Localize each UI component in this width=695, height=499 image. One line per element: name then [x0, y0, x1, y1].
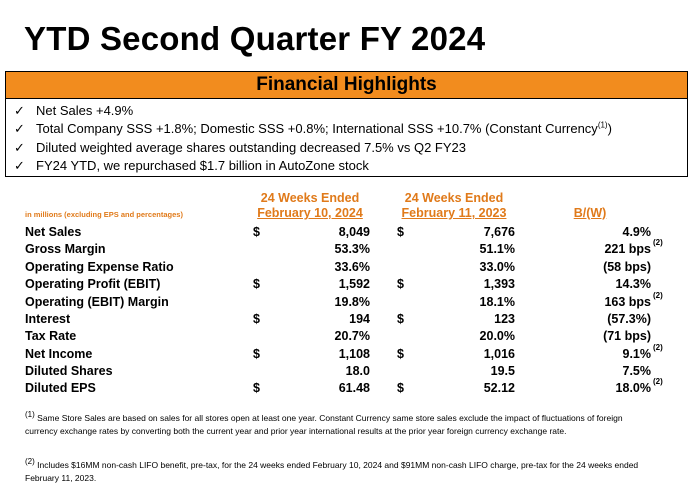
- footnote-ref-wrap: (2): [653, 376, 663, 392]
- footnote-ref: (2): [653, 237, 663, 247]
- value-2023: 19.5: [490, 364, 515, 378]
- row-label: Net Income: [25, 347, 93, 361]
- row-label: Tax Rate: [25, 329, 77, 343]
- row-label: Operating Profit (EBIT): [25, 277, 161, 291]
- footnote-ref: (1): [597, 120, 608, 130]
- column-header-bw: B/(W): [573, 206, 607, 220]
- table-row: Operating (EBIT) Margin 19.8% 18.1% 163 bps…: [25, 290, 665, 312]
- value-2024: 1,592: [338, 277, 370, 291]
- value-2023: 52.12: [483, 381, 515, 395]
- checkmark-icon: ✓: [14, 103, 25, 118]
- value-2024: 194: [349, 312, 370, 326]
- checkmark-icon: ✓: [14, 139, 25, 155]
- value-2023: 33.0%: [479, 260, 515, 274]
- currency-2023: $: [397, 347, 404, 361]
- currency-2023: $: [397, 277, 404, 291]
- footnote-ref: (2): [653, 290, 663, 300]
- value-better-worse: (57.3%): [607, 312, 651, 326]
- checkmark-icon: ✓: [14, 157, 25, 173]
- value-2024: 61.48: [338, 381, 370, 395]
- currency-2024: $: [253, 381, 260, 395]
- currency-2023: $: [397, 225, 404, 239]
- value-better-worse: 4.9%: [622, 225, 652, 239]
- value-2023: 123: [494, 312, 515, 326]
- highlights-list: ✓ Net Sales +4.9% ✓ Total Company SSS +1.8…: [5, 99, 688, 177]
- table-row: Net Income $1,108 $1,016 9.1% (2): [25, 342, 665, 364]
- value-2024: 33.6%: [334, 260, 370, 274]
- row-label: Operating Expense Ratio: [25, 260, 174, 274]
- value-better-worse: 9.1%: [622, 347, 652, 361]
- highlight-item: ✓ Total Company SSS +1.8%; Domestic SSS +…: [14, 120, 687, 138]
- row-label: Net Sales: [25, 225, 82, 239]
- footnote-1: (1) Same Store Sales are based on sales …: [25, 410, 623, 436]
- footnote-ref: (2): [653, 376, 663, 386]
- column-header-2024: 24 Weeks Ended February 10, 2024: [257, 191, 363, 220]
- value-2023: 18.1%: [479, 295, 515, 309]
- table-row: Tax Rate 20.7% 20.0% (71 bps): [25, 329, 665, 346]
- row-label: Interest: [25, 312, 71, 326]
- footnote-ref-wrap: (2): [653, 290, 663, 306]
- checkmark-icon: ✓: [14, 121, 25, 137]
- footnote-ref: (2): [653, 342, 663, 352]
- currency-2024: $: [253, 347, 260, 361]
- value-better-worse: 18.0%: [615, 381, 651, 395]
- page-title: YTD Second Quarter FY 2024: [24, 20, 486, 57]
- currency-2024: $: [253, 312, 260, 326]
- table-row: Operating Profit (EBIT) $1,592 $1,393 14.3%: [25, 277, 665, 294]
- table-row: Operating Expense Ratio 33.6% 33.0% (58 bps…: [25, 260, 665, 277]
- table-row: Net Sales $8,049 $7,676 4.9%: [25, 225, 665, 242]
- value-better-worse: (58 bps): [603, 260, 651, 274]
- currency-2023: $: [397, 312, 404, 326]
- value-2024: 1,108: [338, 347, 370, 361]
- value-better-worse: 14.3%: [615, 277, 651, 291]
- footnote-ref-wrap: (2): [653, 237, 663, 253]
- value-2024: 20.7%: [334, 329, 370, 343]
- value-2023: 51.1%: [479, 242, 515, 256]
- currency-2024: $: [253, 277, 260, 291]
- footnote-2: (2) Includes $16MM non-cash LIFO benefit…: [25, 457, 639, 483]
- highlight-item: ✓ Diluted weighted average shares outstan…: [14, 139, 687, 157]
- value-2023: 7,676: [483, 225, 515, 239]
- value-2024: 18.0: [345, 364, 370, 378]
- value-2024: 19.8%: [334, 295, 370, 309]
- table-row: Diluted Shares 18.0 19.5 7.5%: [25, 364, 665, 381]
- row-label: Gross Margin: [25, 242, 106, 256]
- units-note: in millions (excluding EPS and percentag…: [25, 210, 183, 219]
- value-better-worse: 163 bps: [604, 295, 651, 309]
- financial-highlights-header: Financial Highlights: [5, 71, 688, 99]
- value-2023: 1,393: [483, 277, 515, 291]
- value-better-worse: (71 bps): [603, 329, 651, 343]
- value-2024: 53.3%: [334, 242, 370, 256]
- row-label: Operating (EBIT) Margin: [25, 295, 169, 309]
- value-better-worse: 221 bps: [604, 242, 651, 256]
- value-2023: 20.0%: [479, 329, 515, 343]
- column-header-2023: 24 Weeks Ended February 11, 2023: [401, 191, 507, 220]
- value-better-worse: 7.5%: [622, 364, 652, 378]
- row-label: Diluted Shares: [25, 364, 113, 378]
- value-2023: 1,016: [483, 347, 515, 361]
- currency-2024: $: [253, 225, 260, 239]
- highlight-item: ✓ FY24 YTD, we repurchased $1.7 billion i…: [14, 157, 687, 175]
- currency-2023: $: [397, 381, 404, 395]
- table-row: Gross Margin 53.3% 51.1% 221 bps (2): [25, 237, 665, 259]
- table-row: Diluted EPS $61.48 $52.12 18.0% (2): [25, 376, 665, 398]
- row-label: Diluted EPS: [25, 381, 96, 395]
- table-row: Interest $194 $123 (57.3%): [25, 312, 665, 329]
- highlight-item: ✓ Net Sales +4.9%: [14, 102, 687, 120]
- value-2024: 8,049: [338, 225, 370, 239]
- footnote-ref-wrap: (2): [653, 342, 663, 358]
